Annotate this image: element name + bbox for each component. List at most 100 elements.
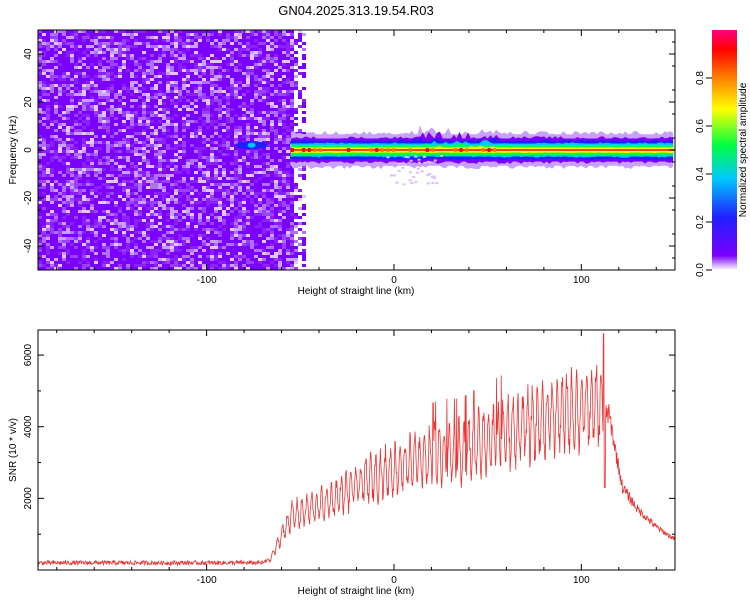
heatmap-cell bbox=[78, 210, 82, 213]
heatmap-cell bbox=[70, 117, 74, 120]
heatmap-cell bbox=[86, 222, 90, 225]
heatmap-cell bbox=[154, 219, 158, 222]
heatmap-cell bbox=[54, 225, 58, 228]
heatmap-cell bbox=[50, 135, 54, 138]
heatmap-cell bbox=[46, 222, 50, 225]
heatmap-cell bbox=[282, 201, 286, 204]
heatmap-cell bbox=[218, 108, 222, 111]
heatmap-cell bbox=[122, 63, 126, 66]
heatmap-cell bbox=[202, 165, 206, 168]
heatmap-cell bbox=[234, 180, 238, 183]
heatmap-cell bbox=[102, 60, 106, 63]
heatmap-cell bbox=[158, 174, 162, 177]
heatmap-cell bbox=[94, 30, 98, 33]
heatmap-cell bbox=[54, 258, 58, 261]
heatmap-cell bbox=[138, 129, 142, 132]
heatmap-cell bbox=[282, 90, 286, 93]
heatmap-cell bbox=[54, 198, 58, 201]
heatmap-cell bbox=[58, 114, 62, 117]
heatmap-cell bbox=[278, 72, 282, 75]
heatmap-cell bbox=[78, 264, 82, 267]
heatmap-cell bbox=[174, 75, 178, 78]
heatmap-cell bbox=[94, 159, 98, 162]
heatmap-cell bbox=[178, 138, 182, 141]
heatmap-cell bbox=[262, 246, 266, 249]
heatmap-cell bbox=[190, 171, 194, 174]
heatmap-cell bbox=[130, 63, 134, 66]
heatmap-cell bbox=[170, 60, 174, 63]
heatmap-cell bbox=[178, 219, 182, 222]
heatmap-cell bbox=[278, 57, 282, 60]
heatmap-cell bbox=[254, 54, 258, 57]
heatmap-cell bbox=[42, 264, 46, 267]
heatmap-cell bbox=[282, 225, 286, 228]
heatmap-cell bbox=[154, 117, 158, 120]
heatmap-cell bbox=[254, 135, 258, 138]
heatmap-cell bbox=[170, 120, 174, 123]
heatmap-cell bbox=[138, 54, 142, 57]
heatmap-cell bbox=[234, 249, 238, 252]
heatmap-cell bbox=[118, 216, 122, 219]
heatmap-cell bbox=[138, 93, 142, 96]
heatmap-cell bbox=[202, 195, 206, 198]
heatmap-cell bbox=[66, 117, 70, 120]
heatmap-cell bbox=[218, 72, 222, 75]
heatmap-cell bbox=[218, 207, 222, 210]
heatmap-cell bbox=[58, 123, 62, 126]
heatmap-cell bbox=[130, 225, 134, 228]
heatmap-cell bbox=[134, 189, 138, 192]
heatmap-cell bbox=[186, 252, 190, 255]
heatmap-cell bbox=[226, 138, 230, 141]
heatmap-cell bbox=[234, 102, 238, 105]
heatmap-cell bbox=[206, 84, 210, 87]
heatmap-cell bbox=[226, 231, 230, 234]
heatmap-cell bbox=[194, 243, 198, 246]
heatmap-cell bbox=[226, 168, 230, 171]
heatmap-cell bbox=[70, 147, 74, 150]
heatmap-cell bbox=[186, 180, 190, 183]
heatmap-cell bbox=[222, 150, 226, 153]
heatmap-cell bbox=[246, 129, 250, 132]
heatmap-cell bbox=[206, 54, 210, 57]
heatmap-cell bbox=[126, 234, 130, 237]
heatmap-cell bbox=[70, 207, 74, 210]
heatmap-cell bbox=[62, 189, 66, 192]
heatmap-cell bbox=[110, 63, 114, 66]
heatmap-cell bbox=[114, 99, 118, 102]
heatmap-cell bbox=[158, 81, 162, 84]
heatmap-cell bbox=[58, 237, 62, 240]
heatmap-cell bbox=[214, 249, 218, 252]
heatmap-cell bbox=[174, 165, 178, 168]
heatmap-cell bbox=[54, 120, 58, 123]
heatmap-cell bbox=[282, 207, 286, 210]
heatmap-cell bbox=[62, 186, 66, 189]
heatmap-cell bbox=[54, 84, 58, 87]
heatmap-cell bbox=[54, 135, 58, 138]
heatmap-cell bbox=[70, 216, 74, 219]
heatmap-cell bbox=[278, 237, 282, 240]
heatmap-cell bbox=[70, 60, 74, 63]
heatmap-cell bbox=[214, 111, 218, 114]
heatmap-cell bbox=[130, 51, 134, 54]
heatmap-cell bbox=[214, 84, 218, 87]
heatmap-cell bbox=[86, 159, 90, 162]
heatmap-cell bbox=[46, 123, 50, 126]
heatmap-cell bbox=[234, 132, 238, 135]
heatmap-cell bbox=[102, 120, 106, 123]
heatmap-cell bbox=[174, 72, 178, 75]
heatmap-cell bbox=[262, 156, 266, 159]
heatmap-cell bbox=[246, 222, 250, 225]
heatmap-cell bbox=[162, 69, 166, 72]
heatmap-cell bbox=[118, 246, 122, 249]
heatmap-cell bbox=[66, 105, 70, 108]
heatmap-cell bbox=[102, 180, 106, 183]
heatmap-cell bbox=[74, 135, 78, 138]
heatmap-cell bbox=[102, 204, 106, 207]
heatmap-cell bbox=[166, 171, 170, 174]
heatmap-cell bbox=[174, 255, 178, 258]
heatmap-cell bbox=[246, 69, 250, 72]
heatmap-cell bbox=[66, 258, 70, 261]
heatmap-cell bbox=[242, 240, 246, 243]
heatmap-cell bbox=[274, 219, 278, 222]
heatmap-cell bbox=[210, 120, 214, 123]
